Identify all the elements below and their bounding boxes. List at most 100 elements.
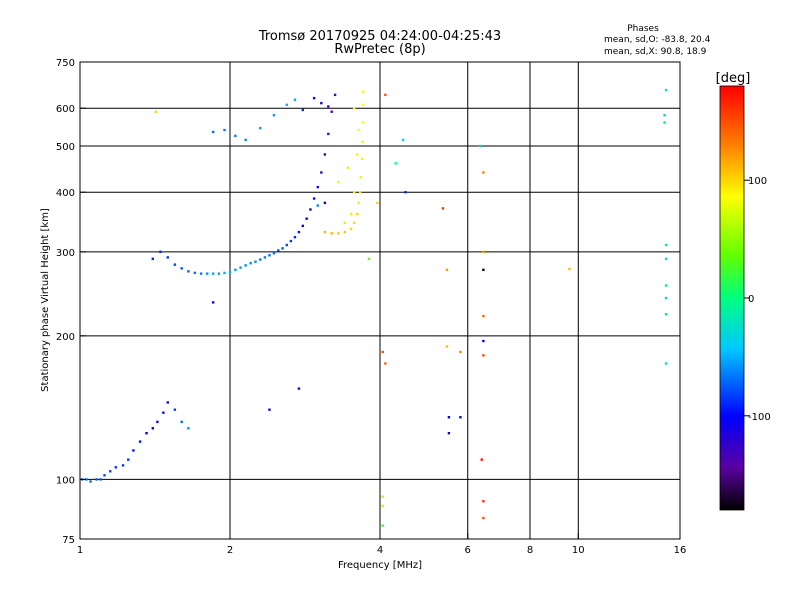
data-point xyxy=(361,121,365,124)
data-point xyxy=(301,108,305,112)
data-point xyxy=(323,153,327,156)
data-point xyxy=(343,230,347,234)
data-point xyxy=(482,339,485,343)
data-point xyxy=(312,96,316,100)
data-point xyxy=(272,114,276,117)
data-point xyxy=(316,204,319,207)
data-point xyxy=(151,427,155,430)
data-point xyxy=(211,301,215,304)
colorbar xyxy=(720,86,744,510)
data-point xyxy=(145,431,148,435)
data-point xyxy=(323,201,327,205)
data-point xyxy=(211,130,215,134)
data-point xyxy=(316,185,319,189)
data-point xyxy=(664,296,668,300)
x-axis: 1 2 4 6 8 10 16 xyxy=(77,533,686,556)
data-point xyxy=(193,271,197,275)
colorbar-label: [deg] xyxy=(716,71,751,86)
data-point xyxy=(327,105,330,108)
data-point xyxy=(664,88,668,92)
data-point xyxy=(211,272,215,275)
phase-legend-line-o: mean, sd,O: -83.8, 20.4 xyxy=(604,35,711,45)
data-point xyxy=(277,249,280,252)
data-point xyxy=(357,201,360,205)
data-point xyxy=(103,474,106,477)
data-point xyxy=(664,243,668,247)
data-point xyxy=(309,208,312,211)
data-point xyxy=(297,387,301,390)
y-tick-label: 500 xyxy=(56,142,75,153)
colorbar-tick-label: -100 xyxy=(748,412,771,423)
data-point xyxy=(337,180,340,184)
colorbar-tick-label: 100 xyxy=(748,176,767,187)
y-tick-label: 100 xyxy=(56,475,75,486)
colorbar-ticks: 100 0 -100 xyxy=(744,176,771,423)
data-point xyxy=(482,250,485,254)
data-point xyxy=(459,416,462,419)
data-point xyxy=(289,239,293,243)
data-point xyxy=(352,221,356,225)
data-point xyxy=(199,272,203,275)
x-tick-label: 4 xyxy=(377,545,383,556)
data-point xyxy=(320,101,323,105)
data-point xyxy=(187,427,190,430)
data-point xyxy=(482,171,485,174)
data-point xyxy=(268,408,271,411)
data-point xyxy=(249,261,252,265)
data-point xyxy=(85,478,88,481)
data-point xyxy=(349,227,353,231)
data-point xyxy=(352,191,356,194)
data-point xyxy=(381,495,384,498)
data-point xyxy=(361,90,365,93)
data-point xyxy=(263,256,267,259)
data-point xyxy=(401,138,405,142)
x-tick-label: 2 xyxy=(227,545,233,556)
data-point xyxy=(159,250,162,254)
chart-subtitle: RwPretec (8p) xyxy=(334,42,425,57)
data-point xyxy=(89,480,92,483)
data-point xyxy=(223,271,226,275)
data-point xyxy=(281,247,284,250)
data-point xyxy=(384,362,387,365)
data-point xyxy=(663,114,666,117)
data-points xyxy=(80,88,668,527)
data-point xyxy=(327,132,330,136)
data-point xyxy=(323,230,327,234)
data-point xyxy=(361,140,364,144)
data-point xyxy=(320,171,323,174)
data-point xyxy=(343,221,347,225)
data-point xyxy=(301,224,305,228)
phase-legend-title: Phases xyxy=(627,24,659,34)
data-point xyxy=(95,478,98,481)
data-point xyxy=(355,212,359,216)
data-point xyxy=(244,138,247,142)
y-axis-title: Stationary phase Virtual Height [km] xyxy=(40,208,51,392)
data-point xyxy=(285,103,288,107)
data-point xyxy=(259,126,262,130)
y-tick-label: 400 xyxy=(56,188,75,199)
data-point xyxy=(138,440,142,443)
data-point xyxy=(663,121,666,124)
y-tick-label: 75 xyxy=(62,535,75,546)
data-point xyxy=(330,110,333,113)
data-point xyxy=(359,176,362,179)
data-point xyxy=(154,110,158,113)
data-point xyxy=(254,260,257,263)
data-point xyxy=(312,197,316,200)
data-point xyxy=(482,268,485,272)
data-point xyxy=(272,252,276,255)
data-point xyxy=(293,235,297,239)
data-point xyxy=(173,408,177,411)
data-point xyxy=(228,270,232,274)
y-tick-label: 300 xyxy=(56,248,75,259)
y-axis: 75 100 200 300 400 500 600 750 xyxy=(56,58,86,546)
data-point xyxy=(205,272,209,275)
data-point xyxy=(358,191,362,194)
data-point xyxy=(478,144,482,148)
data-point xyxy=(187,270,190,273)
data-point xyxy=(99,478,102,481)
data-point xyxy=(568,267,571,271)
data-point xyxy=(127,458,130,461)
data-point xyxy=(285,243,288,247)
data-point xyxy=(394,162,397,165)
